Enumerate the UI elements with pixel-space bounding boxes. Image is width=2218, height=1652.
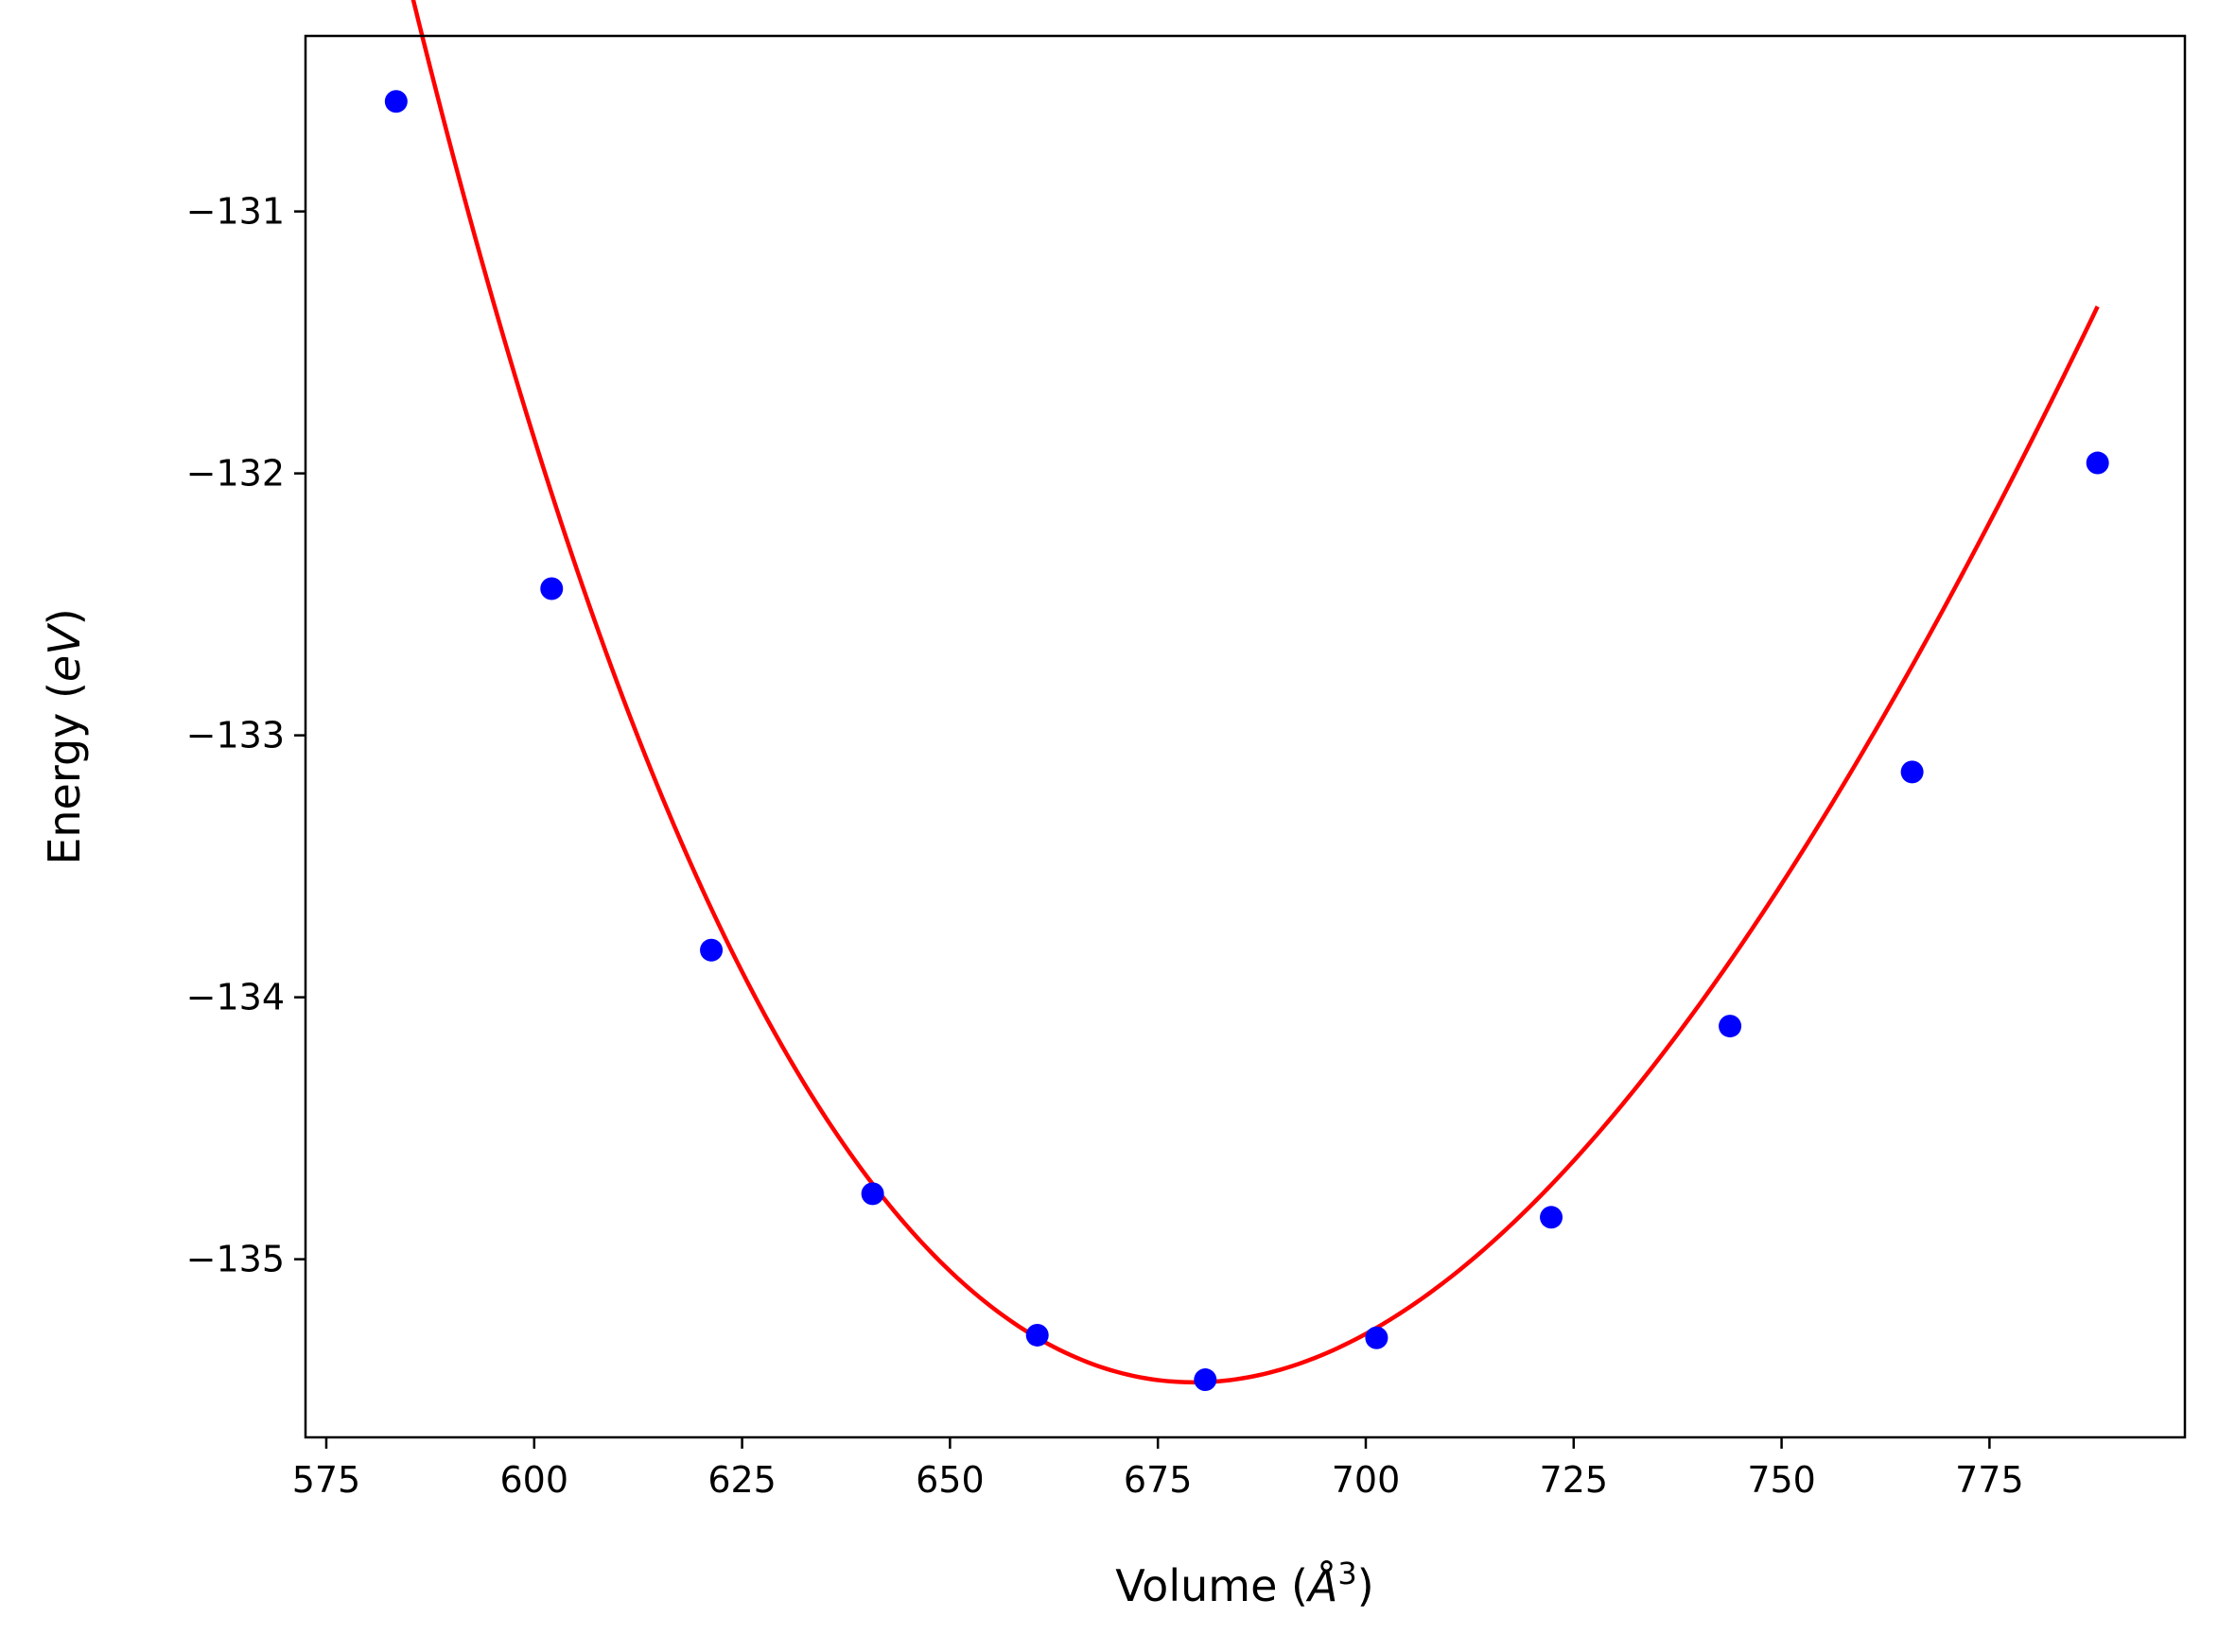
- x-tick-label: 600: [500, 1459, 569, 1501]
- y-tick-label: −131: [186, 191, 285, 233]
- y-axis-ticks: −131 −132 −133 −134 −135: [186, 191, 306, 1280]
- data-point: [1194, 1368, 1217, 1392]
- data-point: [1540, 1206, 1563, 1229]
- plot-area: [384, 0, 2109, 1392]
- data-point: [384, 90, 408, 113]
- data-point: [1365, 1326, 1388, 1349]
- x-tick-label: 675: [1124, 1459, 1193, 1501]
- data-point: [1025, 1323, 1049, 1347]
- x-tick-label: 575: [292, 1459, 361, 1501]
- x-tick-label: 625: [707, 1459, 777, 1501]
- y-axis-label-unit: eV: [39, 622, 90, 682]
- x-tick-label: 775: [1955, 1459, 2024, 1501]
- y-tick-label: −134: [186, 977, 285, 1018]
- x-axis-label-unit-symbol: Å: [1305, 1560, 1337, 1611]
- x-axis-label-suffix: ): [1357, 1560, 1374, 1611]
- data-point: [540, 577, 564, 600]
- y-axis-label: Energy (eV): [39, 608, 90, 864]
- y-axis-label-suffix: ): [39, 608, 90, 625]
- y-tick-label: −133: [186, 715, 285, 756]
- y-tick-label: −135: [186, 1239, 285, 1280]
- data-point: [1900, 760, 1924, 784]
- x-axis-ticks: 575 600 625 650 675 700 725 750 775: [292, 1437, 2024, 1501]
- y-tick-label: −132: [186, 453, 285, 495]
- y-axis-label-prefix: Energy (: [39, 682, 90, 865]
- x-axis-label-prefix: Volume (: [1115, 1560, 1308, 1611]
- data-point: [2086, 451, 2109, 475]
- x-tick-label: 725: [1540, 1459, 1609, 1501]
- data-point: [1719, 1015, 1742, 1038]
- x-tick-label: 650: [916, 1459, 985, 1501]
- x-axis-label-unit-power: 3: [1337, 1556, 1356, 1591]
- x-axis-label: Volume (Å3): [1115, 1556, 1373, 1611]
- fit-curve: [410, 0, 2100, 1385]
- x-tick-label: 700: [1332, 1459, 1401, 1501]
- data-point: [700, 938, 724, 962]
- x-tick-label: 750: [1747, 1459, 1816, 1501]
- axes-frame: [304, 34, 2187, 1439]
- data-point: [861, 1182, 884, 1206]
- data-points: [384, 90, 2109, 1392]
